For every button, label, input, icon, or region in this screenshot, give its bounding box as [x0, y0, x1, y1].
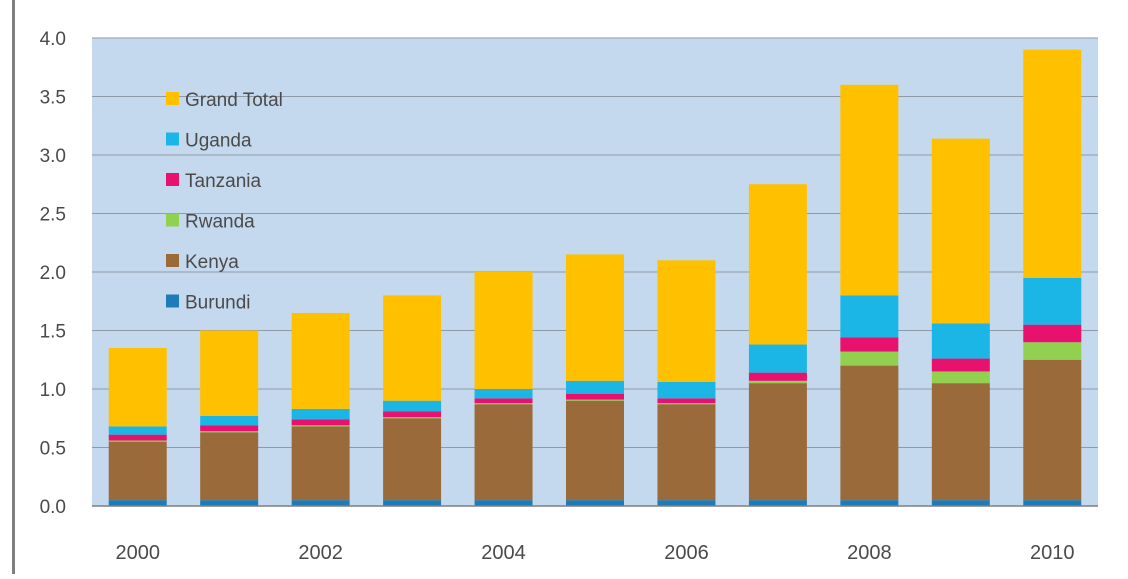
bar-segment-rwanda-2009: [931, 371, 990, 384]
y-tick-label: 4.0: [40, 29, 66, 50]
x-tick-label: 2002: [298, 542, 343, 564]
bar-segment-uganda-2004: [474, 389, 533, 399]
legend-label-grand-total: Grand Total: [185, 90, 283, 111]
left-border-rule: [12, 0, 15, 574]
bar-segment-kenya-2004: [474, 404, 533, 501]
bar-segment-tanzania-2003: [383, 411, 442, 418]
bar-segment-burundi-2010: [1023, 500, 1082, 506]
bar-segment-grand-total-2004: [474, 272, 533, 389]
legend-label-tanzania: Tanzania: [185, 171, 261, 192]
bar-segment-grand-total-2006: [657, 260, 716, 382]
legend-swatch-burundi: [166, 294, 179, 308]
bar-segment-rwanda-2008: [840, 351, 899, 366]
bar-segment-kenya-2003: [383, 418, 442, 501]
bar-segment-grand-total-2000: [108, 348, 167, 427]
bar-segment-rwanda-2000: [108, 440, 167, 442]
y-tick-label: 3.5: [40, 88, 66, 109]
y-tick-label: 3.0: [40, 146, 66, 167]
bar-segment-kenya-2009: [931, 383, 990, 501]
bar-segment-uganda-2008: [840, 295, 899, 338]
bar-segment-tanzania-2008: [840, 337, 899, 352]
bar-segment-kenya-2005: [566, 400, 624, 501]
legend-label-rwanda: Rwanda: [185, 212, 255, 233]
x-tick-label: 2008: [847, 542, 892, 564]
bar-segment-rwanda-2007: [748, 380, 807, 384]
bar-segment-tanzania-2006: [657, 398, 716, 404]
bar-segment-uganda-2001: [200, 415, 259, 426]
bar-segment-tanzania-2005: [566, 393, 624, 400]
legend-label-kenya: Kenya: [185, 252, 239, 273]
bar-segment-tanzania-2000: [108, 434, 167, 441]
bar-segment-kenya-2000: [108, 441, 167, 501]
x-tick-label: 2004: [481, 542, 526, 564]
bar-segment-kenya-2006: [657, 404, 716, 501]
bar-segment-grand-total-2008: [840, 84, 899, 296]
bar-segment-tanzania-2010: [1023, 324, 1082, 343]
bar-segment-grand-total-2002: [291, 312, 350, 409]
bar-segment-uganda-2007: [748, 344, 807, 373]
bar-segment-uganda-2002: [291, 408, 350, 420]
bar-segment-kenya-2002: [291, 426, 350, 501]
x-tick-label: 2006: [664, 542, 709, 564]
bar-segment-grand-total-2007: [748, 184, 807, 345]
legend-swatch-kenya: [166, 254, 179, 267]
bar-segment-grand-total-2003: [383, 295, 442, 401]
bar-segment-grand-total-2005: [566, 254, 624, 381]
legend-swatch-tanzania: [166, 173, 179, 186]
bar-segment-tanzania-2007: [748, 372, 807, 381]
bar-segment-rwanda-2002: [291, 425, 350, 427]
bar-segment-uganda-2005: [566, 380, 624, 394]
legend-swatch-grand-total: [166, 92, 179, 105]
bar-segment-uganda-2006: [657, 381, 716, 399]
bar-segment-kenya-2007: [748, 383, 807, 501]
bar-segment-grand-total-2001: [200, 330, 259, 416]
legend-swatch-rwanda: [166, 213, 179, 227]
y-tick-label: 2.0: [40, 263, 66, 284]
bar-segment-rwanda-2001: [200, 431, 259, 433]
bar-segment-burundi-2000: [108, 500, 167, 506]
bar-segment-burundi-2005: [566, 500, 624, 506]
legend-label-burundi: Burundi: [185, 293, 251, 314]
bar-segment-rwanda-2005: [566, 399, 624, 401]
y-tick-label: 2.5: [40, 205, 66, 226]
bar-segment-rwanda-2004: [474, 403, 533, 405]
bar-segment-uganda-2010: [1023, 277, 1082, 325]
bar-segment-burundi-2001: [200, 500, 259, 506]
bar-segment-uganda-2000: [108, 426, 167, 435]
bar-segment-kenya-2008: [840, 365, 899, 501]
bar-segment-tanzania-2002: [291, 419, 350, 426]
legend-swatch-uganda: [166, 132, 179, 146]
y-tick-label: 0.0: [40, 497, 66, 518]
bar-segment-burundi-2003: [383, 500, 442, 506]
bar-segment-rwanda-2010: [1023, 342, 1082, 360]
bar-segment-burundi-2006: [657, 500, 716, 506]
bar-segment-burundi-2009: [931, 500, 990, 506]
bar-segment-burundi-2004: [474, 500, 533, 506]
y-tick-label: 1.5: [40, 322, 66, 343]
bar-segment-burundi-2007: [748, 500, 807, 506]
x-tick-label: 2000: [115, 542, 160, 564]
bar-segment-tanzania-2001: [200, 425, 259, 432]
bar-segment-uganda-2009: [931, 323, 990, 359]
bar-segment-grand-total-2009: [931, 138, 990, 324]
bar-segment-uganda-2003: [383, 400, 442, 412]
bar-segment-rwanda-2006: [657, 403, 716, 405]
bar-segment-tanzania-2004: [474, 398, 533, 404]
x-tick-label: 2010: [1030, 542, 1075, 564]
bar-segment-kenya-2010: [1023, 359, 1082, 501]
bar-segment-kenya-2001: [200, 432, 259, 501]
bar-segment-tanzania-2009: [931, 358, 990, 372]
legend-label-uganda: Uganda: [185, 131, 252, 152]
bar-segment-rwanda-2003: [383, 417, 442, 419]
y-tick-label: 0.5: [40, 439, 66, 460]
bar-segment-burundi-2008: [840, 500, 899, 506]
bar-segment-burundi-2002: [291, 500, 350, 506]
bar-segment-grand-total-2010: [1023, 49, 1082, 278]
y-tick-label: 1.0: [40, 380, 66, 401]
